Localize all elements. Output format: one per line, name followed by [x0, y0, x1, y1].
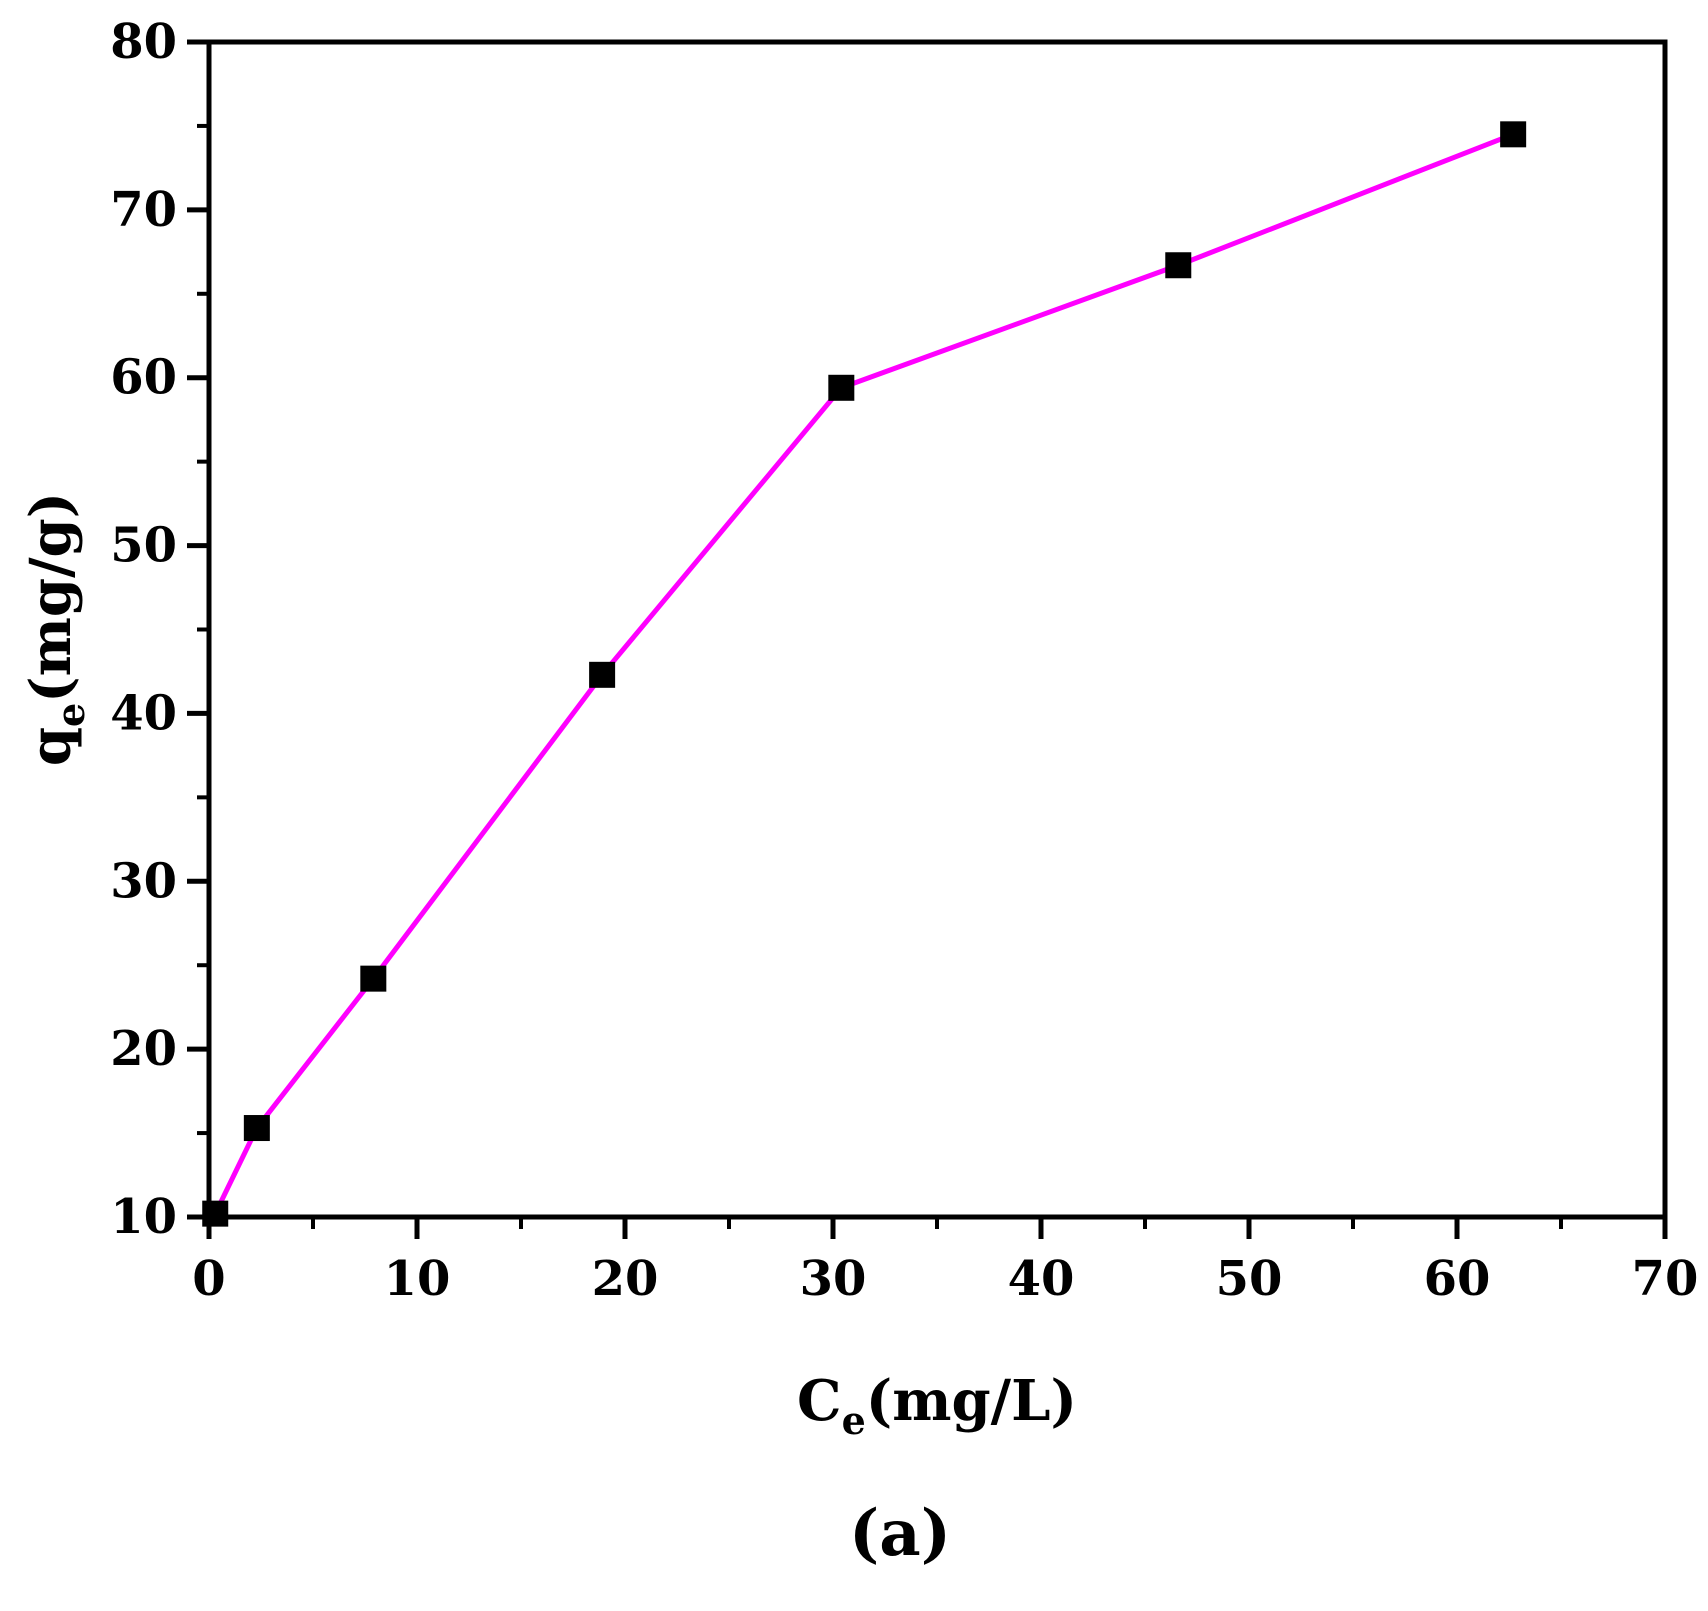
- x-axis-title-unit: (mg/L): [866, 1368, 1077, 1434]
- x-tick-label: 10: [384, 1251, 451, 1307]
- x-tick-label: 30: [800, 1251, 867, 1307]
- y-tick-label: 30: [110, 853, 177, 909]
- data-point-marker: [1165, 252, 1192, 279]
- panel-label: (a): [849, 1496, 951, 1571]
- series-marker-layer: [202, 121, 1527, 1227]
- series-line: [212, 131, 1515, 1215]
- data-point-marker: [243, 1115, 270, 1142]
- y-axis-title-main: q: [18, 727, 84, 766]
- x-tick-label: 0: [192, 1251, 225, 1307]
- series-line-layer: [212, 131, 1515, 1215]
- x-axis-title-main: C: [797, 1368, 842, 1434]
- y-tick-label: 20: [110, 1021, 177, 1077]
- plot-frame: [206, 39, 1668, 1220]
- y-tick-label: 40: [110, 685, 177, 741]
- axis-ticks: 0 10 20 30 40 50 60 70 10 20 30 40 50 60 70 80: [110, 14, 1698, 1307]
- data-point-marker: [1500, 121, 1527, 148]
- y-tick-label: 70: [110, 182, 177, 238]
- y-axis-title: qe(mg/g): [18, 492, 93, 766]
- y-tick-label: 80: [110, 14, 177, 70]
- data-point-marker: [202, 1200, 229, 1227]
- data-point-marker: [828, 374, 855, 401]
- y-tick-label: 10: [110, 1189, 177, 1245]
- x-tick-label: 20: [592, 1251, 659, 1307]
- x-tick-label: 40: [1008, 1251, 1075, 1307]
- y-tick-label: 50: [110, 518, 177, 574]
- x-tick-label: 70: [1632, 1251, 1699, 1307]
- data-point-marker: [360, 965, 387, 992]
- y-axis-title-subscript: e: [48, 703, 93, 727]
- y-axis-title-unit: (mg/g): [18, 492, 84, 703]
- data-point-marker: [589, 661, 616, 688]
- x-tick-label: 50: [1216, 1251, 1283, 1307]
- x-tick-label: 60: [1424, 1251, 1491, 1307]
- y-tick-label: 60: [110, 350, 177, 406]
- x-axis-title-subscript: e: [842, 1398, 866, 1443]
- x-axis-title: Ce(mg/L): [797, 1368, 1077, 1443]
